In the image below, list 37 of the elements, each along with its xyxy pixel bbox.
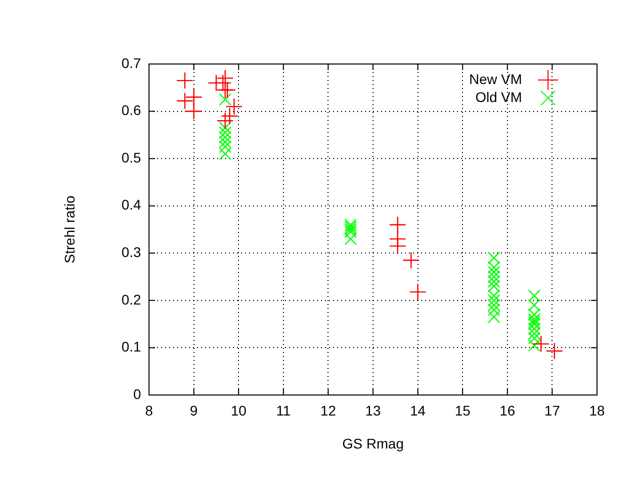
point (216, 112, 234, 130)
point (389, 216, 406, 234)
x-tick-label: 17 (544, 402, 560, 418)
x-tick-label: 8 (145, 402, 154, 418)
y-tick-label: 0.4 (122, 196, 142, 213)
x-tick-label: 13 (365, 402, 381, 418)
point (389, 237, 406, 255)
x-tick-label: 9 (190, 402, 198, 418)
x-axis-title: GS Rmag (342, 435, 404, 452)
y-axis-title: Strehl ratio (61, 195, 78, 264)
x-tick-label: 16 (500, 402, 516, 418)
point (344, 226, 357, 238)
legend-label: Old VM (475, 88, 522, 105)
y-tick-label: 0.7 (122, 54, 142, 71)
x-tick-label: 15 (454, 402, 471, 418)
point (409, 283, 426, 301)
point (214, 74, 232, 92)
y-tick-label: 0.2 (122, 291, 142, 308)
x-tick-label: 11 (276, 402, 291, 418)
x-tick-label: 10 (230, 402, 247, 418)
point (226, 98, 243, 116)
y-tick-label: 0.5 (122, 149, 142, 166)
y-tick-label: 0.6 (122, 102, 142, 118)
x-tick-label: 12 (320, 402, 336, 418)
x-tick-label: 14 (410, 402, 426, 418)
point (532, 335, 550, 353)
point (546, 342, 564, 360)
point (402, 252, 420, 269)
x-tick-label: 18 (589, 402, 605, 418)
point (176, 72, 194, 90)
point (221, 107, 238, 125)
y-tick-label: 0.1 (122, 338, 142, 355)
point (218, 93, 232, 106)
point (185, 88, 202, 106)
legend-label: New VM (469, 70, 522, 87)
y-tick-label: 0.3 (122, 244, 142, 260)
y-tick-label: 0 (133, 386, 142, 402)
